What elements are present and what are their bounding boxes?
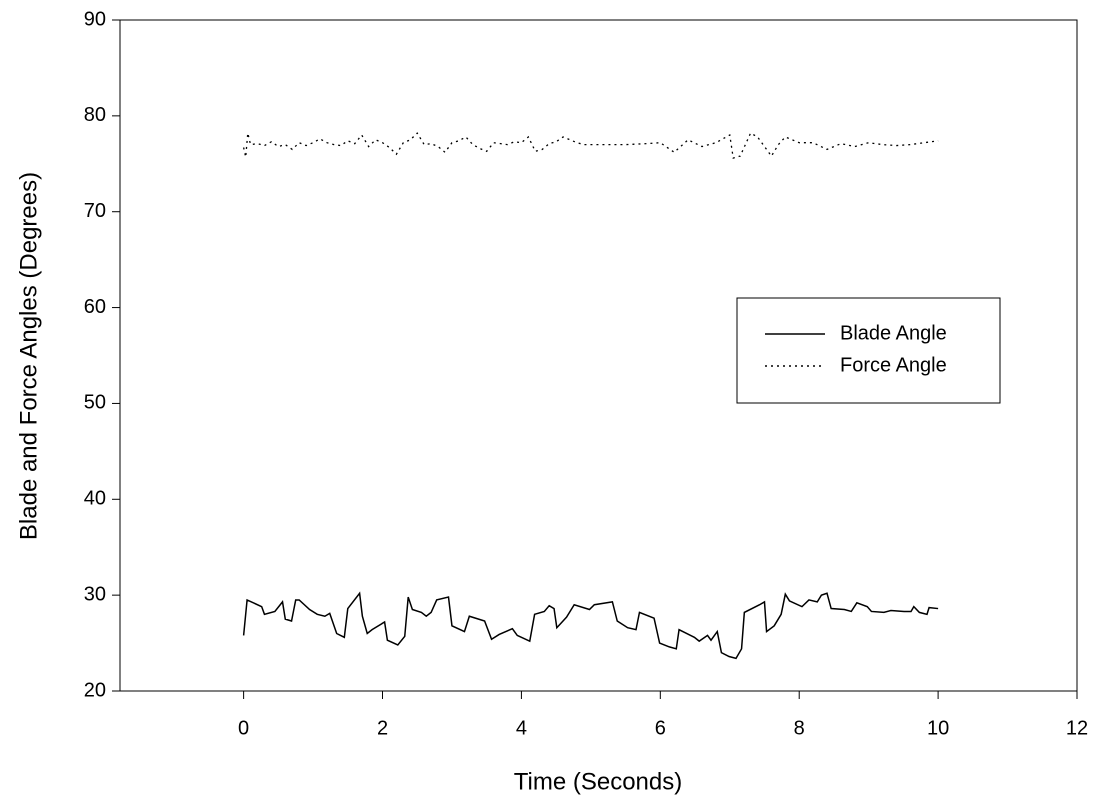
x-tick-label: 2 [377, 717, 388, 739]
x-tick-label: 4 [516, 717, 527, 739]
x-tick-label: 6 [655, 717, 666, 739]
y-tick-label: 50 [84, 392, 106, 414]
x-axis-label: Time (Seconds) [514, 768, 683, 795]
y-tick-label: 40 [84, 488, 106, 510]
y-tick-label: 60 [84, 296, 106, 318]
x-tick-label: 8 [794, 717, 805, 739]
legend-label: Force Angle [840, 354, 947, 376]
y-tick-label: 20 [84, 679, 106, 701]
y-tick-label: 30 [84, 583, 106, 605]
legend-label: Blade Angle [840, 322, 947, 344]
y-tick-label: 80 [84, 104, 106, 126]
legend-box [736, 297, 1001, 404]
plot-frame [119, 19, 1078, 692]
x-tick-label: 12 [1066, 717, 1088, 739]
y-tick-label: 90 [84, 8, 106, 30]
data-line [242, 132, 939, 159]
x-tick-label: 0 [238, 717, 249, 739]
y-axis-label: Blade and Force Angles (Degrees) [15, 172, 42, 540]
y-tick-label: 70 [84, 200, 106, 222]
x-tick-label: 10 [927, 717, 949, 739]
data-line [242, 591, 939, 660]
